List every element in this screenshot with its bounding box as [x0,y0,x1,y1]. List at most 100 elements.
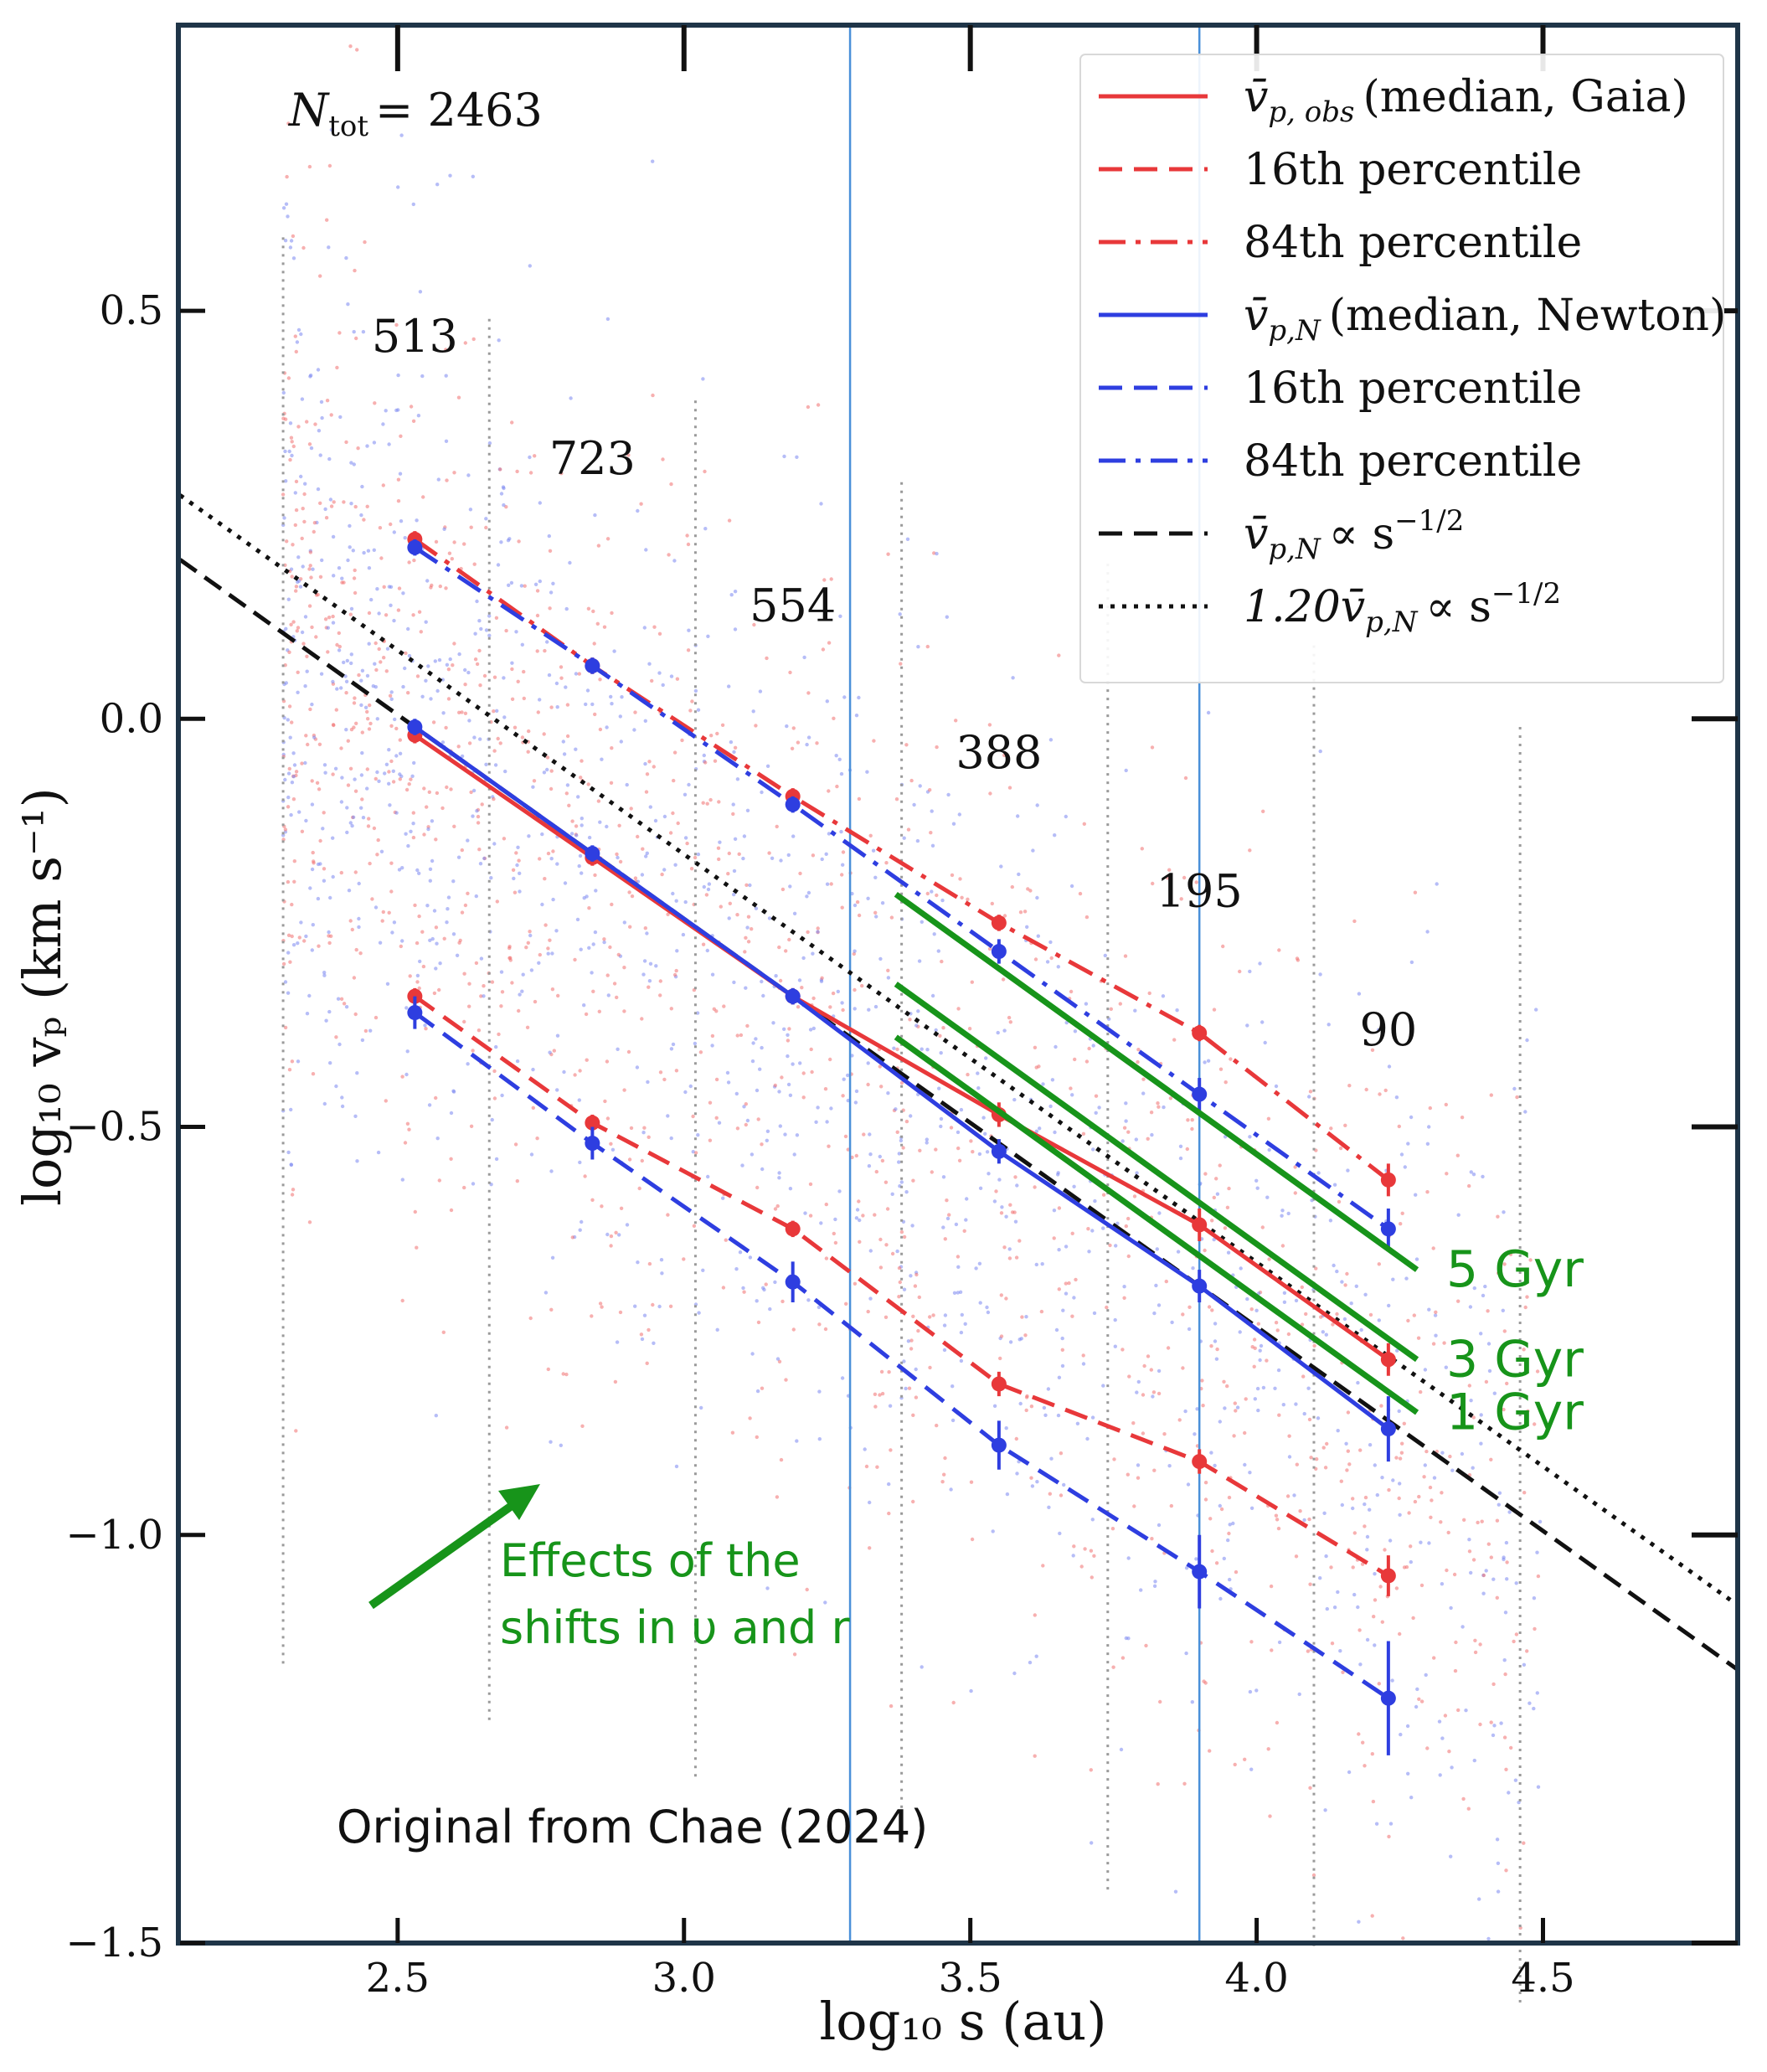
scatter-point [745,1023,750,1028]
scatter-point [1507,1791,1511,1795]
scatter-point [471,788,477,793]
scatter-point [1444,1365,1449,1369]
scatter-point [917,1295,922,1300]
scatter-point [645,931,649,935]
scatter-point [816,926,820,930]
scatter-point [1082,822,1087,826]
scatter-point [1056,1173,1060,1177]
scatter-point [1471,1466,1475,1470]
scatter-point [791,726,796,730]
scatter-point [1265,1195,1270,1199]
scatter-point [283,239,288,243]
scatter-point [355,1159,359,1163]
scatter-point [365,444,369,448]
scatter-point [970,980,975,984]
scatter-point [942,1323,947,1327]
scatter-point [1377,1682,1382,1686]
scatter-point [1209,1344,1213,1348]
scatter-point [1071,1554,1075,1558]
scatter-point [868,1152,873,1157]
scatter-point [886,1091,890,1095]
scatter-point [632,728,636,732]
scatter-point [1409,1544,1413,1549]
scatter-point [816,403,821,407]
scatter-point [555,1033,560,1038]
scatter-point [467,982,471,986]
scatter-point [447,551,452,555]
scatter-point [717,1121,722,1125]
scatter-point [1347,1770,1352,1775]
scatter-point [291,543,295,547]
scatter-point [1338,1146,1343,1151]
scatter-point [1286,1211,1290,1216]
scatter-point [420,374,425,379]
scatter-point [1440,1451,1445,1455]
scatter-point [1399,1152,1404,1157]
scatter-point [286,951,291,955]
data-point [585,1136,600,1152]
scatter-point [585,688,590,693]
scatter-point [1094,1111,1098,1116]
scatter-point [1228,1523,1232,1527]
scatter-point [573,1073,577,1077]
scatter-point [1025,1394,1029,1399]
scatter-point [1274,1084,1279,1089]
scatter-point [1423,1463,1428,1467]
scatter-point [337,566,342,570]
scatter-point [1258,1358,1262,1363]
scatter-point [825,882,830,886]
scatter-point [930,843,935,848]
scatter-point [1520,1281,1524,1286]
scatter-point [325,399,330,403]
scatter-point [1048,738,1054,742]
scatter-point [384,409,388,413]
scatter-point [892,1046,896,1050]
scatter-point [873,1213,877,1217]
scatter-point [1487,1368,1492,1374]
scatter-point [640,1017,644,1021]
scatter-point [755,1389,760,1394]
scatter-point [394,408,399,413]
scatter-point [805,894,809,899]
scatter-point [819,1221,823,1225]
scatter-point [760,1386,765,1390]
scatter-point [295,629,299,633]
scatter-point [549,856,554,861]
scatter-point [322,1101,327,1106]
scatter-point [450,557,454,561]
scatter-point [940,1480,945,1484]
scatter-point [476,821,481,825]
scatter-point [580,817,584,821]
scatter-point [867,1008,871,1012]
scatter-point [701,942,706,946]
scatter-point [666,912,670,917]
scatter-point [895,1249,899,1254]
scatter-point [462,1185,466,1190]
scatter-point [1277,1640,1282,1645]
scatter-point [471,1049,475,1053]
scatter-point [1183,776,1188,781]
series-line [413,724,1390,1431]
scatter-point [687,628,691,632]
scatter-point [291,775,296,779]
data-point [585,657,600,673]
scatter-point [609,1142,613,1147]
ntot-value: = 2463 [375,84,543,137]
scatter-point [920,920,925,925]
scatter-point [1073,1057,1077,1062]
scatter-point [1499,1721,1503,1725]
scatter-point [518,992,522,997]
scatter-point [373,662,377,666]
scatter-point [580,871,584,875]
scatter-point [784,949,788,953]
scatter-point [1502,1262,1507,1266]
scatter-point [389,603,393,607]
scatter-point [317,429,322,433]
scatter-point [889,1703,894,1709]
scatter-point [808,1182,813,1187]
scatter-point [642,1126,647,1130]
scatter-point [977,1152,982,1157]
scatter-point [435,791,440,796]
scatter-point [409,829,413,833]
scatter-point [825,1120,829,1124]
